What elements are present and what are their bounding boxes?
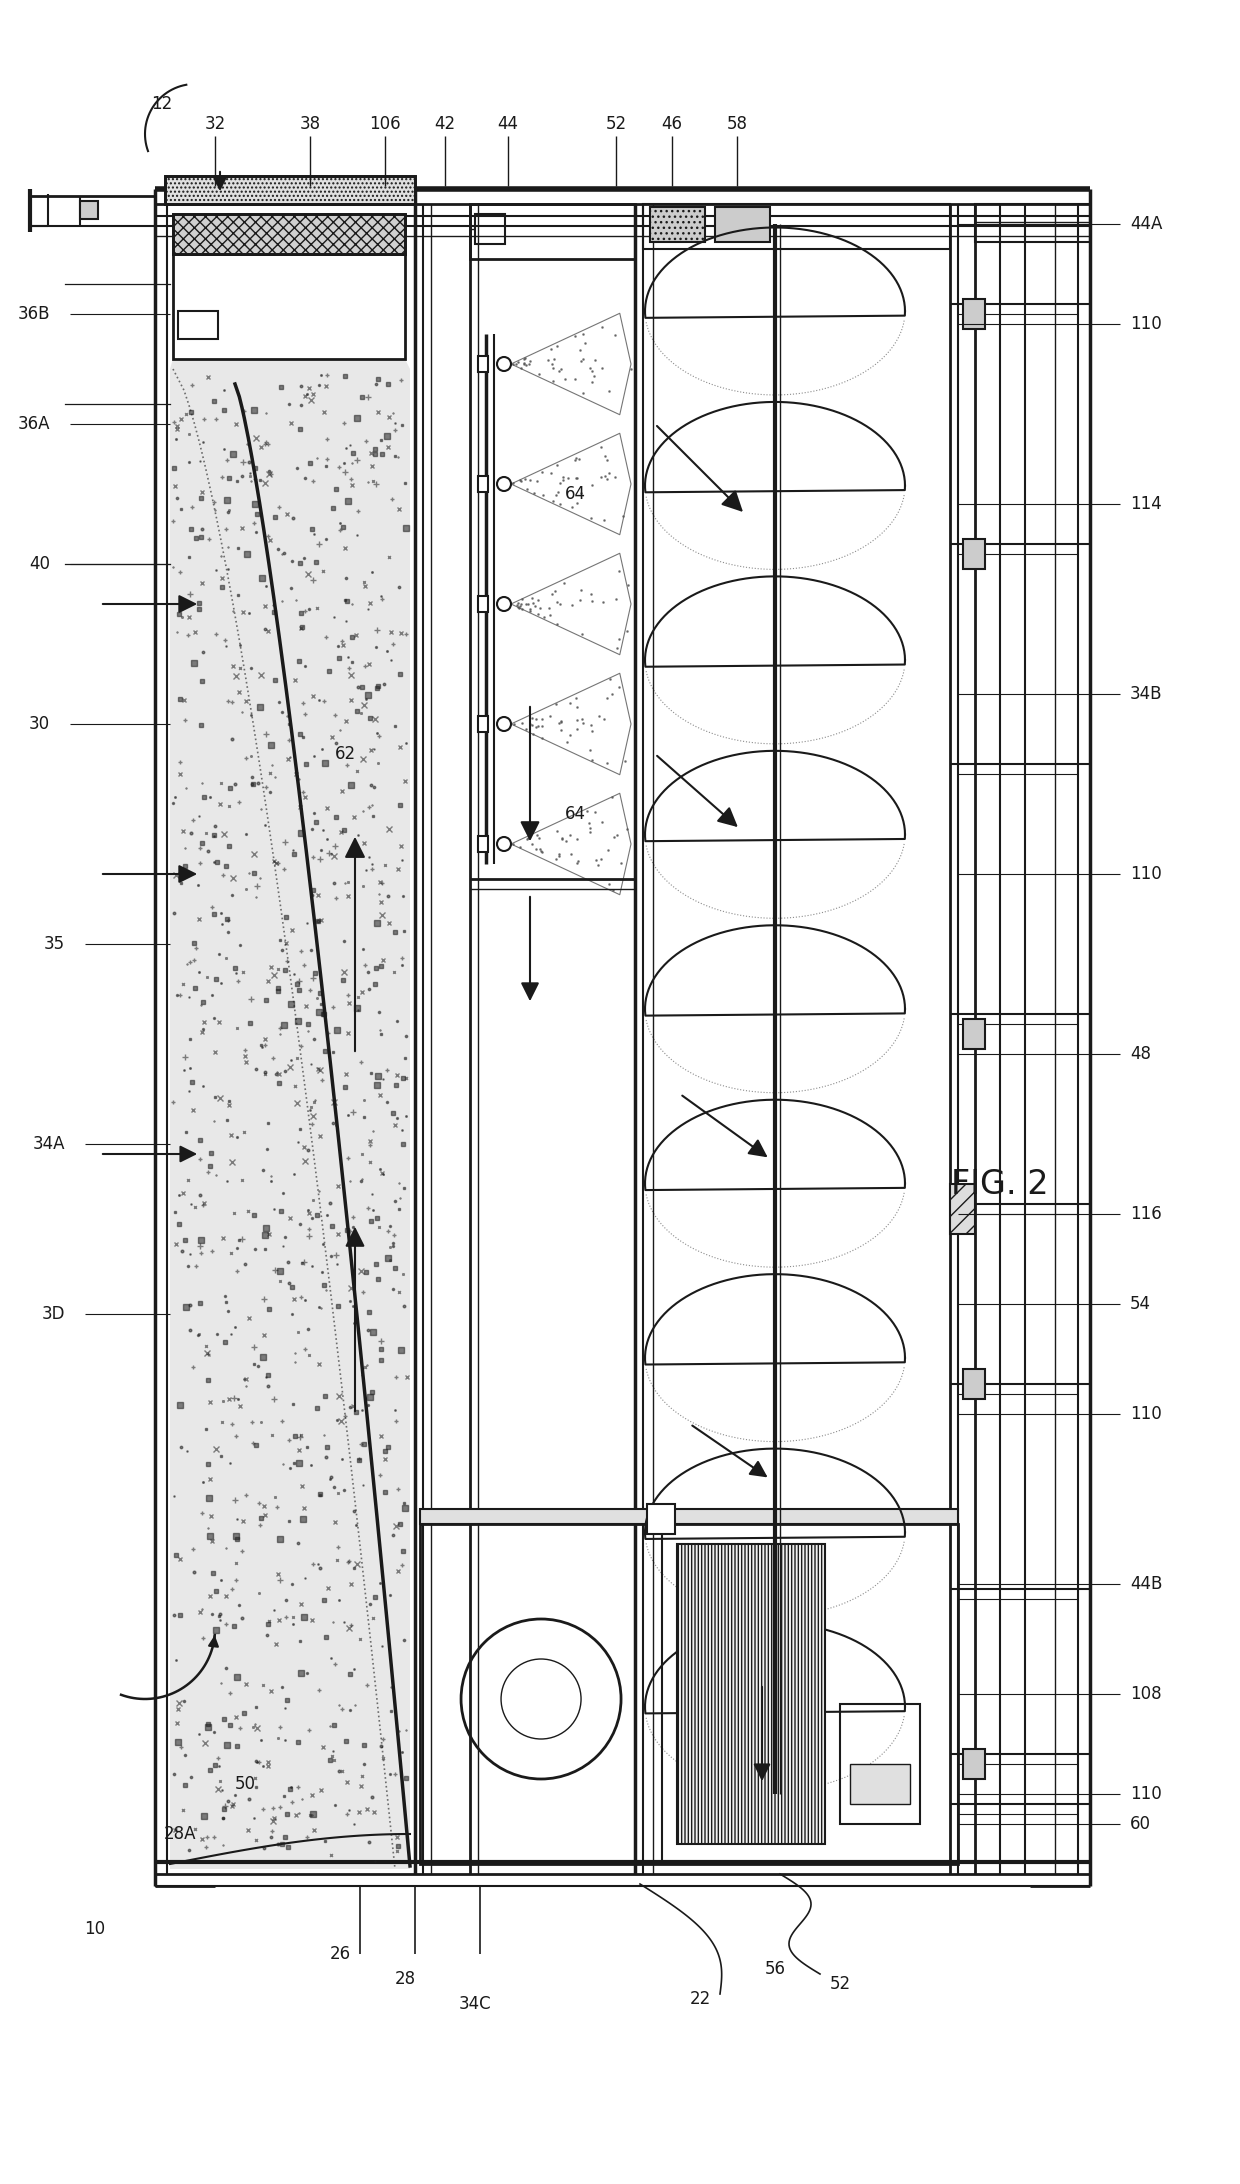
Polygon shape [170, 358, 410, 1870]
Bar [963, 1020, 985, 1048]
Bar [174, 214, 405, 253]
Bar [477, 716, 489, 732]
Bar [174, 214, 405, 253]
Bar [677, 1544, 825, 1843]
Bar [851, 1765, 910, 1804]
Text: 38: 38 [299, 116, 321, 133]
Text: 35: 35 [43, 935, 64, 952]
Bar [179, 310, 218, 339]
Text: 110: 110 [1130, 1784, 1162, 1804]
Bar [477, 596, 489, 612]
Text: 50: 50 [234, 1776, 255, 1793]
Text: 34C: 34C [459, 1994, 491, 2014]
Text: 116: 116 [1130, 1206, 1162, 1223]
Bar [165, 177, 415, 203]
Text: 42: 42 [434, 116, 455, 133]
Text: 3D: 3D [41, 1306, 64, 1324]
Text: 106: 106 [370, 116, 401, 133]
Text: 32: 32 [205, 116, 226, 133]
Text: 10: 10 [84, 1920, 105, 1937]
Bar [475, 214, 505, 245]
Text: 34B: 34B [1130, 686, 1163, 703]
Text: 26: 26 [330, 1946, 351, 1963]
Text: 110: 110 [1130, 1404, 1162, 1424]
Bar [420, 1524, 959, 1863]
Text: 108: 108 [1130, 1686, 1162, 1704]
Text: 64: 64 [564, 806, 585, 823]
Text: 44: 44 [497, 116, 518, 133]
Bar [715, 207, 770, 242]
Text: 44B: 44B [1130, 1575, 1162, 1592]
Text: 30: 30 [29, 714, 50, 734]
Bar [975, 203, 1090, 242]
Bar [647, 1505, 675, 1533]
Text: 36B: 36B [17, 306, 50, 323]
Bar [477, 356, 489, 371]
Bar [950, 1184, 975, 1234]
Text: 40: 40 [29, 555, 50, 572]
Text: 28: 28 [394, 1970, 415, 1987]
Text: 114: 114 [1130, 496, 1162, 513]
Bar [165, 177, 415, 203]
Text: 62: 62 [335, 745, 356, 762]
Bar [420, 1509, 959, 1524]
Text: 110: 110 [1130, 865, 1162, 882]
Bar [963, 299, 985, 330]
Text: 12: 12 [151, 94, 172, 114]
Bar [650, 207, 706, 242]
Text: 64: 64 [564, 485, 585, 502]
Bar [470, 203, 635, 260]
Text: 48: 48 [1130, 1044, 1151, 1064]
Bar [963, 539, 985, 570]
Bar [963, 1749, 985, 1780]
Text: 54: 54 [1130, 1295, 1151, 1313]
Bar [963, 1369, 985, 1400]
Text: 60: 60 [1130, 1815, 1151, 1832]
Text: 28A: 28A [164, 1826, 196, 1843]
Text: 46: 46 [661, 116, 682, 133]
Bar [81, 201, 98, 218]
Text: 22: 22 [689, 1990, 711, 2007]
Text: 52: 52 [605, 116, 626, 133]
Bar [477, 476, 489, 491]
Bar [174, 253, 405, 358]
Text: 56: 56 [765, 1959, 785, 1979]
Text: FIG. 2: FIG. 2 [951, 1168, 1049, 1201]
Text: 36A: 36A [17, 415, 50, 432]
Text: 44A: 44A [1130, 214, 1162, 234]
Text: 34A: 34A [32, 1136, 64, 1153]
Bar [477, 836, 489, 852]
Text: 110: 110 [1130, 314, 1162, 332]
Text: 58: 58 [727, 116, 748, 133]
Bar [839, 1704, 920, 1824]
Text: 52: 52 [830, 1974, 851, 1994]
Bar [644, 203, 950, 249]
